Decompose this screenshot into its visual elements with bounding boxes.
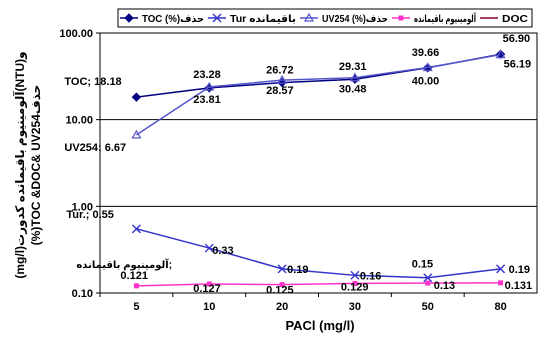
y-tick-label: 100.00 — [59, 28, 93, 40]
legend-marker-1 — [212, 13, 222, 23]
series-line-3 — [136, 282, 501, 287]
data-point-3-2 — [279, 282, 285, 288]
legend-marker-2 — [303, 12, 315, 22]
data-label: 39.66 — [412, 47, 440, 59]
legend-label-3: آلومينيوم باقيمانده — [414, 12, 476, 25]
data-label: 30.48 — [339, 84, 367, 96]
data-point-2-3 — [349, 72, 360, 82]
data-label: 26.72 — [266, 65, 294, 77]
x-tick-label: 5 — [133, 301, 139, 313]
legend-marker-0 — [124, 13, 134, 23]
legend-label-0: TOC (%)حذف — [142, 14, 204, 25]
data-point-3-3 — [352, 280, 358, 286]
data-label: 0.127 — [193, 283, 221, 295]
legend-label-2: UV254 (%)حذف — [322, 14, 388, 25]
data-label: 23.81 — [193, 94, 221, 106]
data-label: 0.19 — [287, 264, 308, 276]
data-label: 56.19 — [504, 59, 532, 71]
legend-label-1: Tur باقيمانده — [230, 14, 296, 25]
x-tick-label: 10 — [203, 301, 215, 313]
y-tick-label: 10.00 — [65, 115, 93, 127]
data-point-2-1 — [204, 81, 215, 91]
legend: TOC (%)حذف Tur باقيمانده UV254 (%)حذف آلومي… — [117, 8, 533, 28]
plot-area — [99, 32, 538, 294]
data-point-1-5 — [496, 264, 506, 274]
y-axis-title-line2: (%)TOC &DOC& UV254حذف — [29, 85, 43, 246]
data-point-1-2 — [277, 264, 287, 274]
legend-label-4: DOC — [502, 14, 528, 25]
data-label: 0.121 — [120, 270, 148, 282]
data-point-2-4 — [422, 62, 433, 72]
data-point-3-5 — [498, 280, 504, 286]
data-point-3-4 — [425, 280, 431, 286]
x-axis-title: PACl (mg/l) — [285, 318, 354, 333]
data-label: 0.33 — [212, 245, 233, 257]
data-label: 0.129 — [341, 281, 369, 293]
data-label: 56.90 — [503, 33, 531, 45]
data-label: 23.28 — [193, 69, 221, 81]
data-label: 0.19 — [509, 264, 530, 276]
x-tick-label: 30 — [349, 301, 361, 313]
data-label: 0.125 — [266, 285, 294, 297]
data-label: 29.31 — [339, 61, 367, 73]
data-label: UV254; 6.67 — [64, 142, 126, 154]
data-label: 0.131 — [505, 280, 533, 292]
data-point-2-5 — [495, 49, 506, 59]
legend-box — [117, 8, 533, 28]
data-point-1-1 — [204, 243, 214, 253]
data-label: 28.57 — [266, 85, 294, 97]
data-point-2-0 — [131, 129, 142, 139]
data-label: TOC; 18.18 — [64, 76, 121, 88]
data-label-name: آلومينيوم باقيمانده; — [76, 258, 172, 271]
series-line-1 — [136, 228, 501, 279]
y-tick-label: 1.00 — [72, 201, 93, 213]
data-label: 0.15 — [412, 259, 433, 271]
data-label: 0.16 — [360, 270, 381, 282]
x-tick-label: 50 — [422, 301, 434, 313]
data-label: Tur.; 0.55 — [66, 209, 113, 221]
legend-marker-3 — [398, 15, 404, 21]
data-point-2-2 — [277, 74, 288, 84]
data-point-3-1 — [206, 281, 212, 287]
data-point-1-0 — [131, 224, 141, 234]
data-point-1-3 — [350, 270, 360, 280]
y-tick-label: 0.10 — [72, 288, 93, 300]
data-point-3-0 — [133, 283, 139, 289]
data-label: 40.00 — [412, 75, 440, 87]
y-axis-title-line1: (mg/l)آلومينيوم باقيمانده كدورت(NTU)و — [12, 51, 28, 278]
x-tick-label: 80 — [494, 301, 506, 313]
data-point-1-4 — [423, 273, 433, 283]
x-tick-label: 20 — [276, 301, 288, 313]
series-line-2 — [136, 53, 501, 136]
data-point-0-0 — [131, 92, 142, 102]
data-label: 0.13 — [434, 280, 455, 292]
